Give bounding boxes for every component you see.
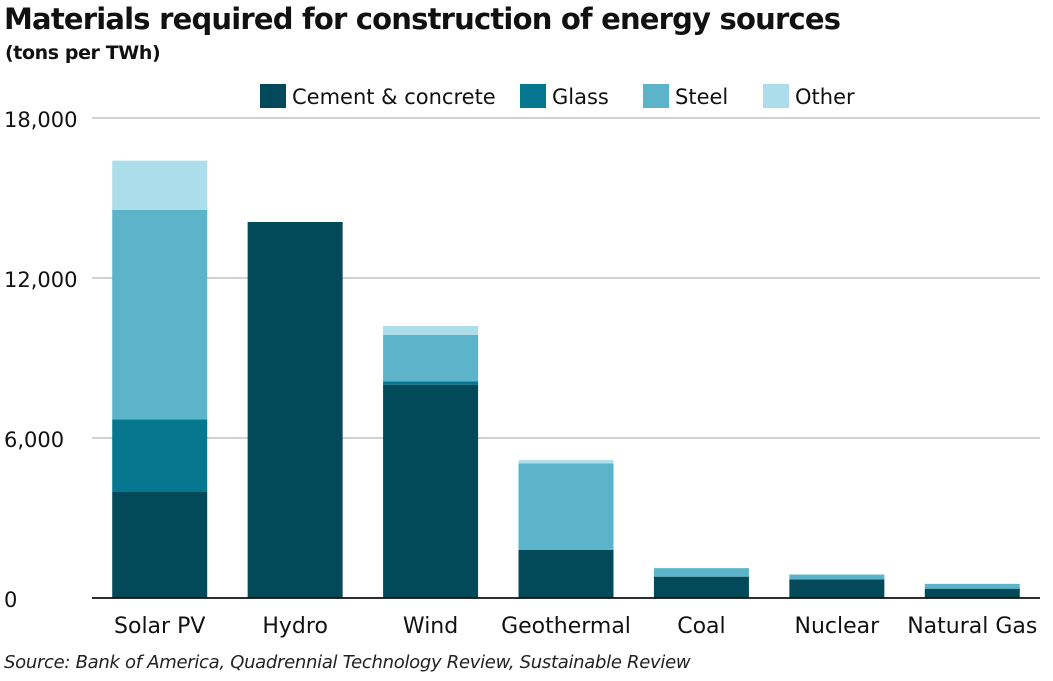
bar-segment [924,583,1020,589]
bar-segment [518,550,614,598]
x-tick-label: Nuclear [795,614,881,639]
bar-segment [924,588,1020,598]
bar-segment [653,576,749,598]
chart-subtitle: (tons per TWh) [5,42,161,64]
y-tick-label: 6,000 [4,428,64,452]
bar-segment [383,326,479,335]
source-note: Source: Bank of America, Quadrennial Tec… [4,652,691,673]
legend-label: Cement & concrete [292,85,496,109]
x-tick-label: Hydro [262,614,328,639]
bar-segment [112,210,208,420]
legend-label: Steel [675,85,728,109]
chart-title: Materials required for construction of e… [4,2,841,36]
bar-segment [383,381,479,385]
y-tick-label: 12,000 [4,268,77,292]
bar-segment [112,491,208,598]
legend-label: Other [795,85,855,109]
bar-segment [789,574,885,580]
legend-label: Glass [552,85,609,109]
bar-segment [653,568,749,577]
y-tick-label: 0 [4,588,17,612]
legend-swatch [260,84,286,108]
bar-segment [789,579,885,598]
bars [112,160,1020,598]
legend-swatch [643,84,669,108]
legend: Cement & concrete Glass Steel Other [260,84,855,109]
x-tick-label: Coal [677,614,725,639]
legend-swatch [763,84,789,108]
bar-segment [247,222,343,598]
gridlines [92,117,1040,439]
bar-segment [112,419,208,492]
bar-segment [518,463,614,550]
x-tick-label: Solar PV [114,614,205,639]
x-tick-label: Geothermal [501,614,631,639]
x-tick-label: Wind [403,614,458,639]
y-tick-label: 18,000 [4,108,77,132]
x-tick-label: Natural Gas [907,614,1037,639]
axes: 0 6,000 12,000 18,000 Solar PV Hydro Wind Geoth… [4,108,1040,639]
bar-segment [112,160,208,210]
bar-segment [383,384,479,598]
legend-swatch [520,84,546,108]
bar-segment [383,334,479,382]
bar-segment [518,460,614,464]
